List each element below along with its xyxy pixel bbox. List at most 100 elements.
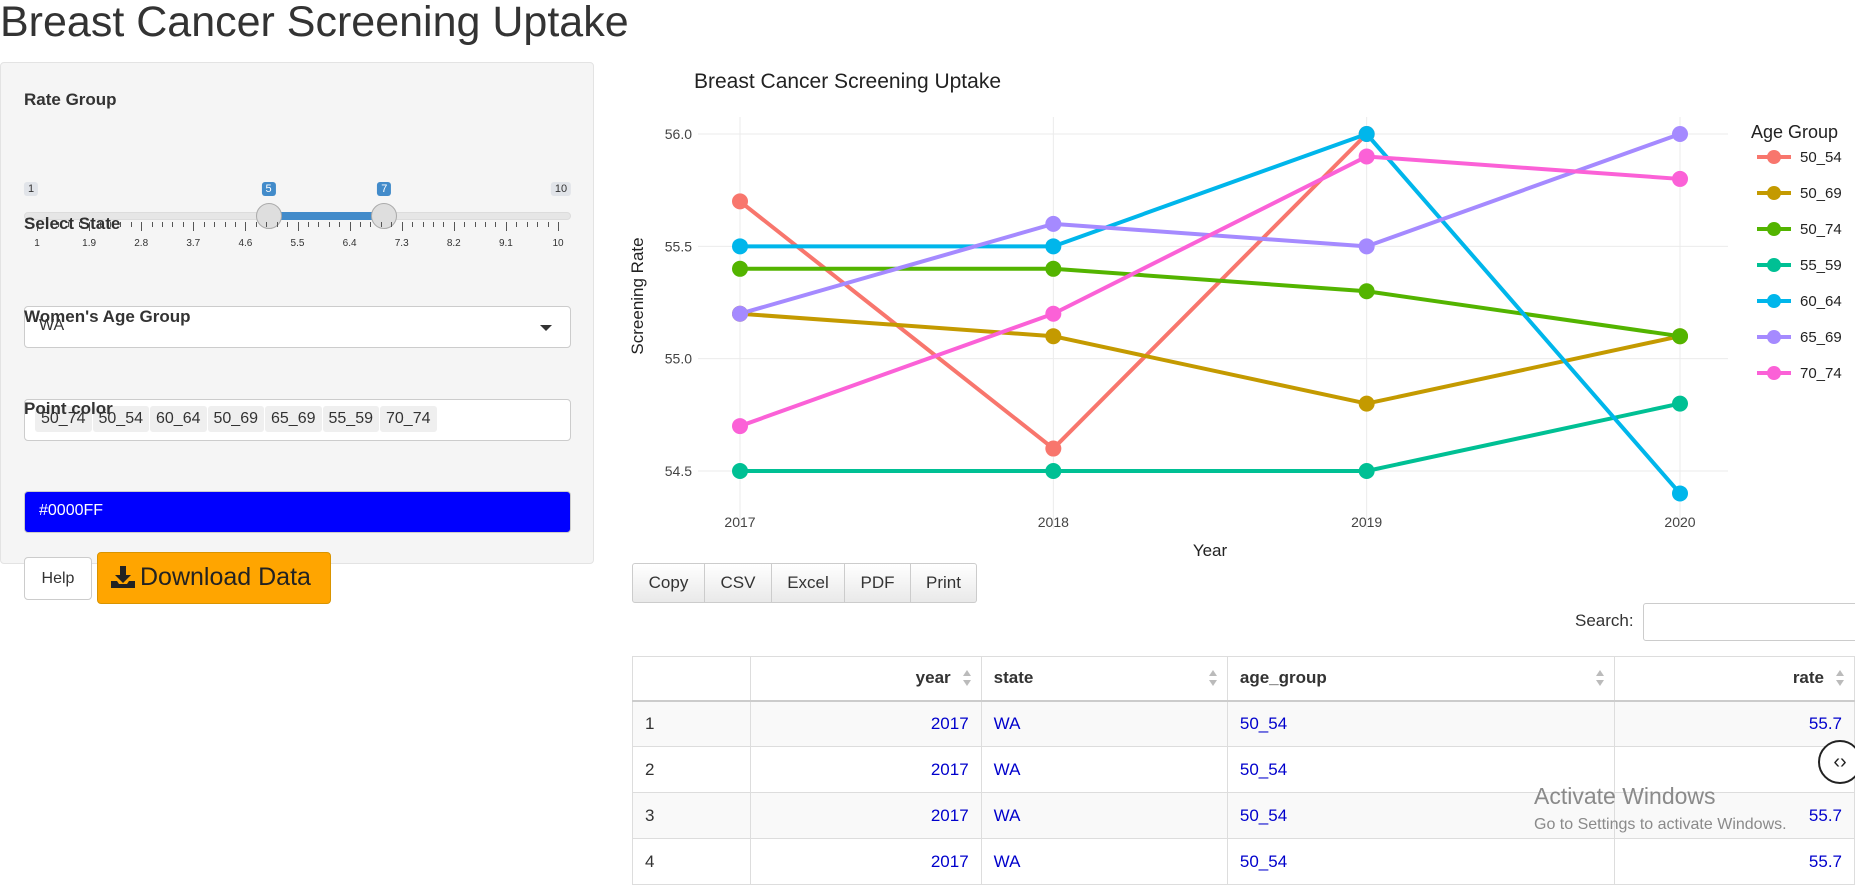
table-export-buttons: Copy CSV Excel PDF Print — [632, 563, 977, 603]
download-data-button[interactable]: Download Data — [97, 552, 331, 604]
slider-minor-tick — [172, 222, 174, 227]
copy-button[interactable]: Copy — [632, 563, 705, 603]
pdf-button[interactable]: PDF — [845, 563, 911, 603]
slider-minor-tick — [57, 222, 59, 227]
slider-handle-to[interactable] — [371, 203, 398, 229]
age-group-chip[interactable]: 65_69 — [265, 406, 322, 432]
column-header-state[interactable]: state — [981, 656, 1228, 702]
column-header-label: year — [915, 668, 951, 688]
data-point-55_59 — [1358, 463, 1375, 479]
slider-minor-tick — [495, 222, 497, 227]
sort-icon[interactable] — [1836, 670, 1844, 688]
table-cell-year: 2017 — [750, 746, 982, 793]
age-group-multiselect[interactable]: 50_74 50_54 60_64 50_69 65_69 55_59 70_74 — [24, 399, 571, 441]
slider-minor-tick — [99, 222, 101, 227]
point-color-input[interactable]: #0000FF — [24, 491, 571, 533]
slider-minor-tick — [130, 222, 132, 227]
sort-icon[interactable] — [1208, 670, 1217, 688]
table-body: 1 2017 WA 50_54 55.7 2 2017 WA 50_54 3 2017 WA 50_54… — [631, 700, 1855, 885]
slider-minor-tick — [287, 222, 289, 227]
data-point-65_69 — [1358, 238, 1375, 255]
slider-min-label: 1 — [23, 182, 39, 196]
scroll-arrows-icon[interactable]: ‹› — [1818, 740, 1855, 784]
sort-icon[interactable] — [962, 670, 971, 688]
slider-minor-tick — [339, 222, 341, 227]
age-group-chip[interactable]: 55_59 — [322, 406, 379, 432]
column-header-year[interactable]: year — [750, 656, 982, 702]
page-title: Breast Cancer Screening Uptake — [0, 0, 629, 46]
sort-icon[interactable] — [1595, 670, 1604, 688]
slider-major-tick — [505, 222, 507, 231]
slider-minor-tick — [474, 222, 476, 227]
slider-minor-tick — [266, 222, 268, 227]
data-point-55_59 — [732, 463, 748, 479]
slider-minor-tick — [485, 222, 487, 227]
column-header-rate[interactable]: rate — [1614, 656, 1855, 702]
slider-minor-tick — [360, 222, 362, 227]
table-cell-state: WA — [981, 792, 1228, 839]
slider-major-tick — [558, 222, 559, 231]
data-point-70_74 — [1358, 148, 1375, 165]
data-point-65_69 — [1045, 215, 1062, 232]
table-row[interactable]: 4 2017 WA 50_54 55.7 — [631, 838, 1855, 885]
x-axis-title: Year — [1193, 541, 1228, 560]
age-group-chip[interactable]: 60_64 — [150, 406, 207, 432]
table-row[interactable]: 3 2017 WA 50_54 55.7 — [631, 792, 1855, 839]
download-icon — [111, 566, 135, 588]
slider-minor-tick — [120, 222, 122, 227]
table-row[interactable]: 2 2017 WA 50_54 — [631, 746, 1855, 793]
legend-label: 55_59 — [1800, 257, 1842, 274]
legend-marker-50_69 — [1767, 186, 1781, 200]
point-color-label: Point color — [24, 399, 113, 418]
watermark-line2: Go to Settings to activate Windows. — [1534, 816, 1787, 833]
slider-tick-label: 1 — [34, 238, 40, 249]
y-tick-label: 55.0 — [665, 351, 692, 367]
slider-minor-tick — [276, 222, 278, 227]
slider-minor-tick — [203, 222, 205, 227]
slider-minor-tick — [182, 222, 184, 227]
column-header-index[interactable] — [631, 656, 752, 702]
age-group-chip[interactable]: 50_74 — [35, 406, 92, 432]
slider-minor-tick — [255, 222, 257, 227]
slider-range-bar[interactable] — [268, 212, 385, 220]
column-header-label: state — [993, 668, 1034, 688]
age-group-chip[interactable]: 50_69 — [207, 406, 264, 432]
data-point-55_59 — [1045, 463, 1062, 479]
data-point-60_64 — [732, 238, 748, 255]
data-point-60_64 — [1672, 485, 1688, 502]
legend-marker-70_74 — [1767, 366, 1781, 380]
age-group-chip[interactable]: 70_74 — [380, 406, 437, 432]
slider-minor-tick — [422, 222, 424, 227]
search-input[interactable] — [1643, 603, 1855, 641]
slider-from-label: 5 — [261, 182, 276, 196]
chart-svg: 54.5 55.0 55.5 56.0 2017 2018 2019 2020 Breast C… — [628, 70, 1842, 560]
help-button[interactable]: Help — [24, 557, 92, 600]
slider-major-tick — [37, 222, 38, 231]
watermark-line1: Activate Windows — [1534, 783, 1716, 809]
csv-button[interactable]: CSV — [705, 563, 772, 603]
slider-tick-label: 2.8 — [134, 238, 149, 249]
table-cell-state: WA — [981, 700, 1228, 747]
slider-to-label: 7 — [377, 182, 392, 196]
series-line-55_59 — [740, 401, 1681, 473]
data-point-50_54 — [732, 193, 748, 210]
rate-group-slider[interactable]: 1 10 5 7 1 1.9 2.8 3.7 4.6 5.5 6.4 7.3 8.2 9.1 10 — [23, 178, 572, 249]
table-cell-rate: 55.7 — [1614, 700, 1855, 747]
chevron-down-icon[interactable] — [540, 325, 552, 331]
print-button[interactable]: Print — [911, 563, 977, 603]
excel-button[interactable]: Excel — [772, 563, 845, 603]
legend-title: Age Group — [1751, 122, 1838, 142]
data-table: year state age_group rate 1 2017 WA 50_54 55.7 2… — [631, 656, 1855, 885]
slider-minor-tick — [516, 222, 518, 227]
data-point-50_74 — [1672, 328, 1688, 345]
table-row[interactable]: 1 2017 WA 50_54 55.7 — [631, 700, 1855, 747]
y-tick-label: 56.0 — [665, 126, 692, 142]
table-cell-state: WA — [981, 746, 1228, 793]
table-cell-index: 1 — [631, 700, 752, 747]
series-line-60_64 — [740, 132, 1682, 495]
state-select[interactable]: WA — [24, 306, 571, 348]
column-header-age_group[interactable]: age_group — [1227, 656, 1615, 702]
slider-major-tick — [453, 222, 455, 231]
age-group-chip[interactable]: 50_54 — [92, 406, 149, 432]
legend-label: 60_64 — [1800, 293, 1842, 310]
